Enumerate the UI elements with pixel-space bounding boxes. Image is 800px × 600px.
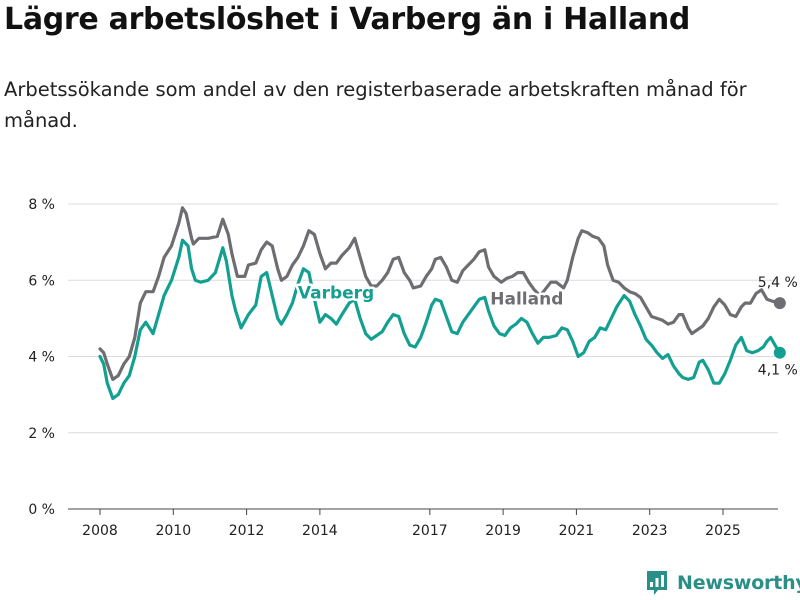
y-tick-label: 0 % bbox=[28, 502, 55, 518]
series-label-halland: Halland bbox=[490, 289, 563, 309]
series-label-varberg: Varberg bbox=[298, 284, 374, 304]
page-subtitle: Arbetssökande som andel av den registerb… bbox=[4, 78, 747, 132]
brand-name: Newsworthy bbox=[677, 572, 800, 594]
newsworthy-logo-icon bbox=[647, 571, 667, 595]
y-tick-label: 4 % bbox=[28, 350, 55, 366]
page-title: Lägre arbetslöshet i Varberg än i Hallan… bbox=[4, 2, 691, 37]
series-end-marker-varberg bbox=[773, 346, 786, 359]
series-label-halo-halland: Halland bbox=[490, 289, 563, 309]
x-tick-label: 2021 bbox=[559, 523, 595, 539]
x-tick-label: 2019 bbox=[485, 523, 521, 539]
x-tick-label: 2014 bbox=[302, 523, 338, 539]
series-end-marker-halland bbox=[773, 297, 786, 310]
series-line-varberg bbox=[98, 238, 782, 400]
series-line-halland bbox=[98, 206, 782, 381]
series-label-halo-varberg: Varberg bbox=[298, 284, 374, 304]
y-axis: 0 % 2 % 4 % 6 % 8 % bbox=[28, 197, 55, 518]
x-tick-label: 2008 bbox=[82, 523, 118, 539]
gridlines bbox=[68, 203, 778, 510]
x-tick-label: 2010 bbox=[155, 523, 191, 539]
end-value-label-varberg: 4,1 % bbox=[758, 363, 798, 379]
series-group bbox=[98, 206, 786, 400]
x-tick-label: 2012 bbox=[229, 523, 265, 539]
x-axis: 2008 2010 2012 2014 2017 2019 2021 2023 2025 bbox=[82, 509, 741, 539]
x-tick-label: 2025 bbox=[705, 523, 741, 539]
brand-logo: Newsworthy bbox=[645, 568, 800, 598]
end-value-label-halland: 5,4 % bbox=[758, 275, 798, 291]
y-tick-label: 6 % bbox=[28, 273, 55, 289]
y-tick-label: 8 % bbox=[28, 197, 55, 213]
x-tick-label: 2023 bbox=[632, 523, 668, 539]
y-tick-label: 2 % bbox=[28, 426, 55, 442]
x-tick-label: 2017 bbox=[412, 523, 448, 539]
